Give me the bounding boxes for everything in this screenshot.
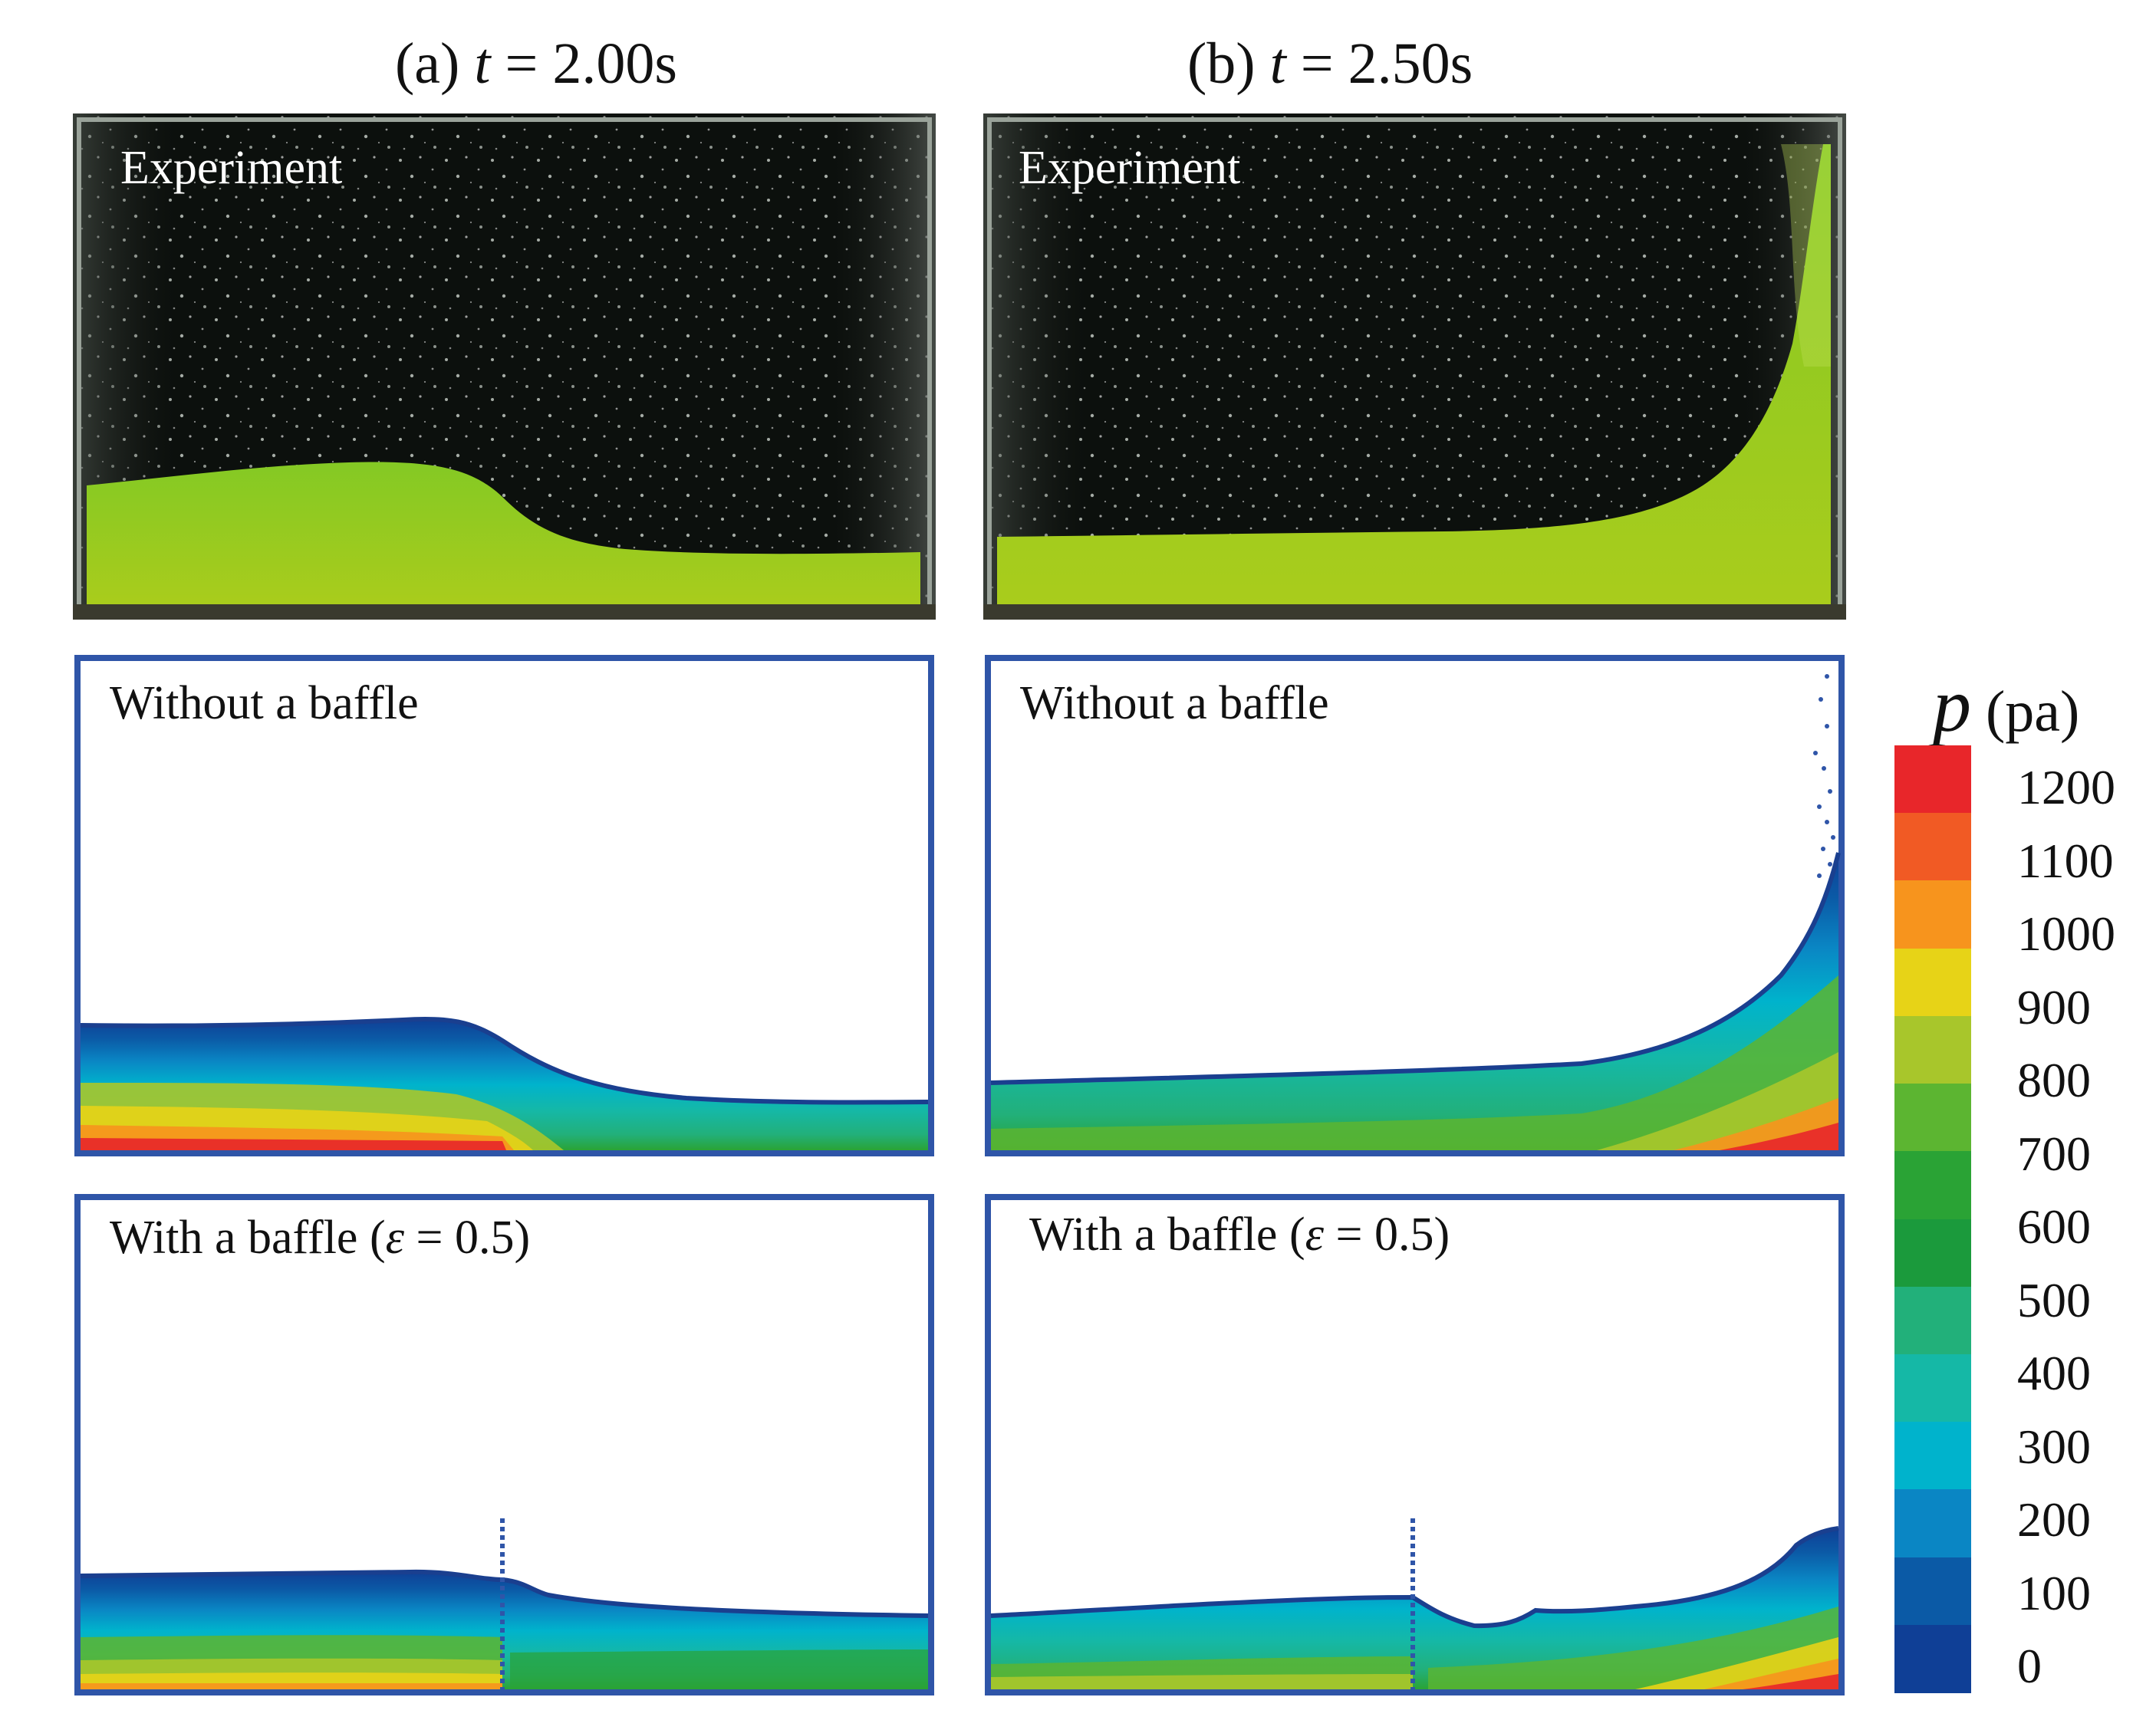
legend-tick-label: 800 [2017, 1053, 2091, 1107]
legend-tick-label: 100 [2017, 1565, 2091, 1620]
legend-swatch [1894, 1286, 1971, 1355]
legend-tick-label: 600 [2017, 1199, 2091, 1254]
legend-swatch [1894, 1353, 1971, 1423]
legend-tick-label: 500 [2017, 1272, 2091, 1327]
column-title-b: (b) t = 2.50s [1187, 31, 1473, 96]
no-baffle-label-a: Without a baffle [110, 677, 419, 729]
legend-swatch [1894, 948, 1971, 1017]
legend-colorbar [1894, 745, 1971, 1693]
legend-swatch [1894, 1422, 1971, 1491]
baffle-label-b: With a baffle (ε = 0.5) [1029, 1209, 1450, 1261]
legend-tick-label: 200 [2017, 1492, 2091, 1547]
legend-swatch [1894, 1084, 1971, 1153]
legend-tick-label: 900 [2017, 979, 2091, 1034]
legend-swatch [1894, 1557, 1971, 1626]
legend-swatch [1894, 1624, 1971, 1693]
legend-tick-label: 1100 [2017, 833, 2114, 888]
legend-swatch [1894, 1015, 1971, 1085]
legend-tick-label: 700 [2017, 1126, 2091, 1181]
legend-tick-label: 0 [2017, 1639, 2042, 1693]
column-title-a: (a) t = 2.00s [395, 31, 677, 96]
no-baffle-label-b: Without a baffle [1020, 677, 1329, 729]
simulation-baffle-b: With a baffle (ε = 0.5) [983, 1192, 1846, 1697]
legend-swatch [1894, 1151, 1971, 1220]
legend-swatch [1894, 1219, 1971, 1288]
legend-tick-label: 1200 [2017, 760, 2115, 814]
simulation-no-baffle-a: Without a baffle [73, 653, 936, 1158]
legend-tick-label: 1000 [2017, 906, 2115, 961]
experiment-label-b: Experiment [1019, 142, 1241, 194]
legend-swatch [1894, 813, 1971, 882]
legend-swatch [1894, 880, 1971, 949]
experiment-photo-b: Experiment [983, 113, 1846, 620]
legend-tick-label: 300 [2017, 1419, 2091, 1474]
baffle-label-a: With a baffle (ε = 0.5) [110, 1212, 531, 1264]
experiment-photo-a: Experiment [73, 113, 936, 620]
experiment-label-a: Experiment [120, 142, 343, 194]
legend-tick-label: 400 [2017, 1346, 2091, 1400]
legend-title: p (pa) [1933, 663, 2080, 748]
simulation-baffle-a: With a baffle (ε = 0.5) [73, 1192, 936, 1697]
legend-swatch [1894, 1489, 1971, 1558]
legend-swatch [1894, 745, 1971, 814]
simulation-no-baffle-b: Without a baffle [983, 653, 1846, 1158]
